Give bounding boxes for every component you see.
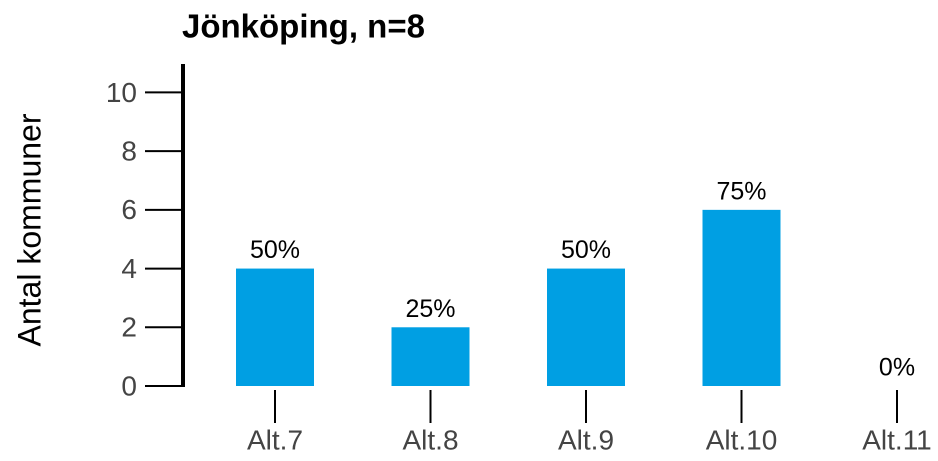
x-tick-label: Alt.9 bbox=[558, 424, 614, 455]
bar bbox=[547, 268, 625, 386]
chart-title: Jönköping, n=8 bbox=[182, 8, 425, 45]
value-label: 75% bbox=[716, 177, 766, 205]
y-tick-label: 10 bbox=[106, 77, 137, 108]
x-tick-label: Alt.8 bbox=[402, 424, 458, 455]
y-tick-label: 2 bbox=[121, 312, 137, 343]
x-tick-label: Alt.10 bbox=[706, 424, 778, 455]
value-label: 0% bbox=[879, 354, 915, 382]
y-tick-label: 8 bbox=[121, 136, 137, 167]
x-tick-label: Alt.11 bbox=[862, 424, 932, 455]
y-tick-label: 4 bbox=[121, 253, 137, 284]
bar bbox=[702, 209, 781, 386]
value-label: 50% bbox=[250, 236, 300, 264]
y-tick-label: 6 bbox=[121, 194, 137, 225]
y-axis-label: Antal kommuner bbox=[11, 113, 47, 346]
bar bbox=[236, 268, 314, 386]
bar bbox=[391, 327, 470, 386]
value-label: 25% bbox=[405, 295, 455, 323]
x-tick-label: Alt.7 bbox=[247, 424, 303, 455]
y-tick-label: 0 bbox=[121, 370, 137, 401]
value-label: 50% bbox=[561, 236, 611, 264]
